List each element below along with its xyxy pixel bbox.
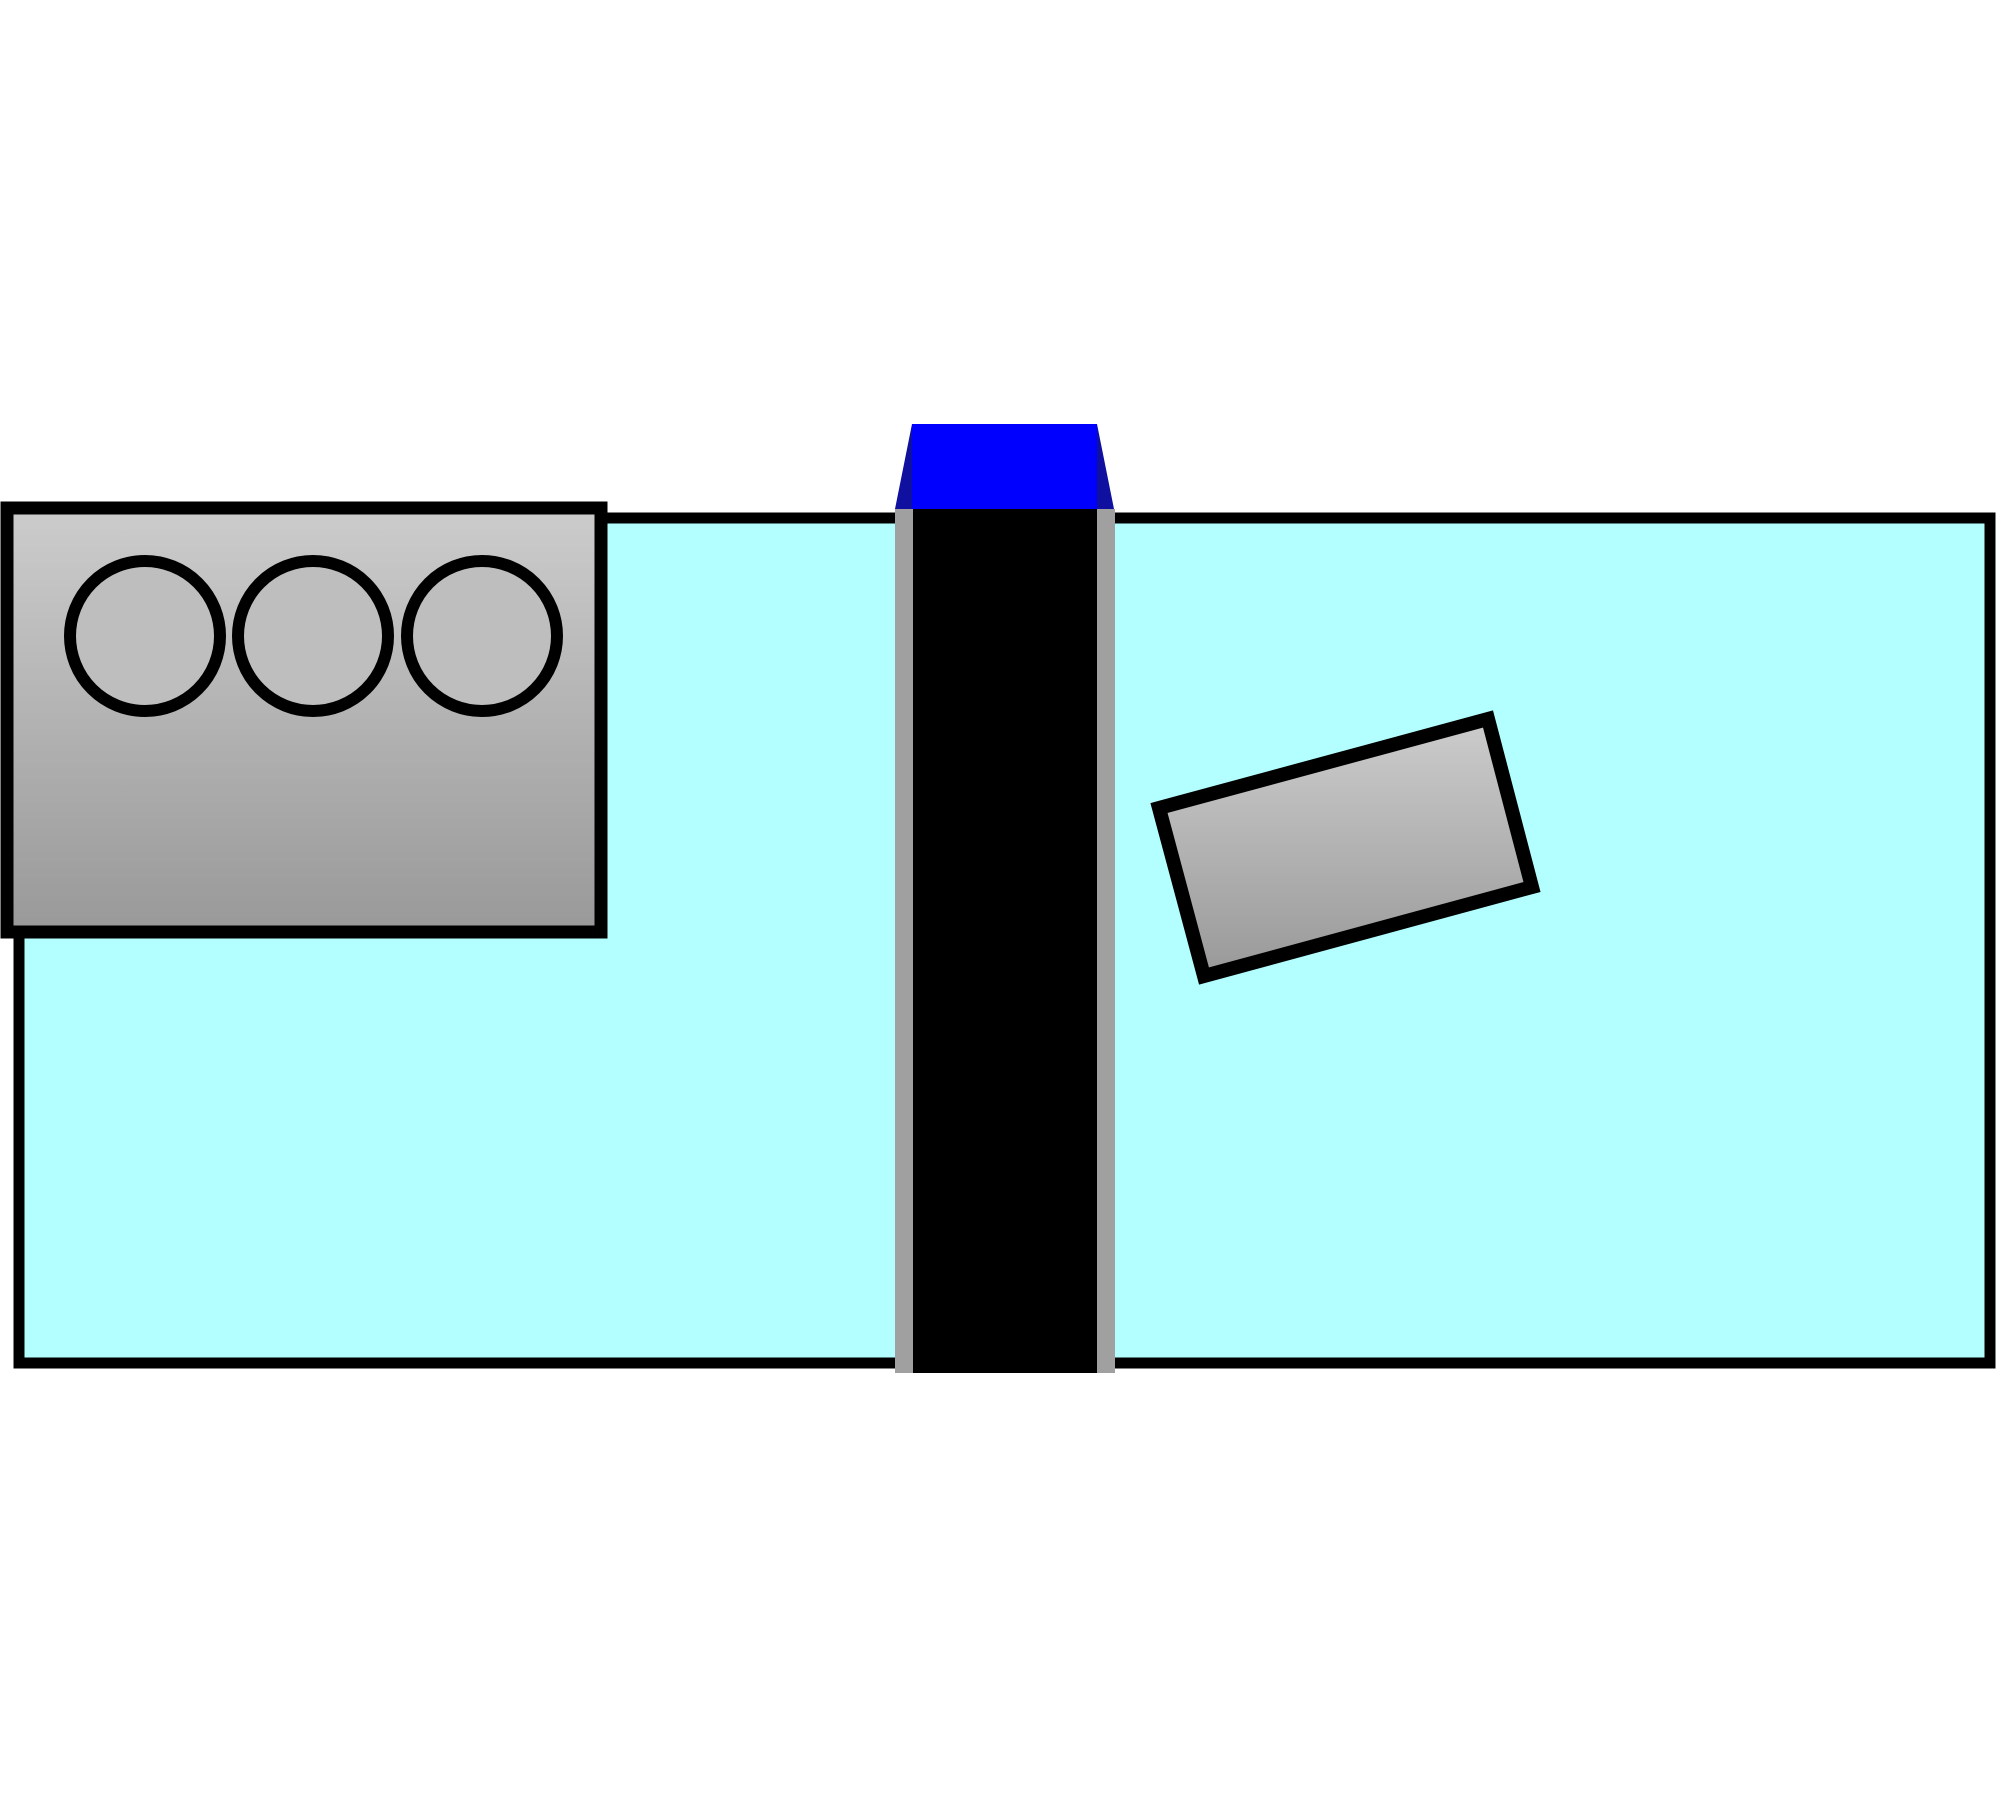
- divider-edge-right: [1097, 509, 1115, 1373]
- unit-box: [0, 501, 608, 939]
- divider-core: [913, 509, 1097, 1373]
- unit-circle-1: [64, 555, 226, 717]
- unit-circle-2: [232, 555, 394, 717]
- blue-cap: [895, 424, 1114, 509]
- unit-circle-3: [401, 555, 563, 717]
- tilted-block: [1150, 710, 1541, 985]
- divider-wall: [895, 509, 1115, 1373]
- divider-edge-left: [895, 509, 913, 1373]
- cap-main: [912, 424, 1097, 509]
